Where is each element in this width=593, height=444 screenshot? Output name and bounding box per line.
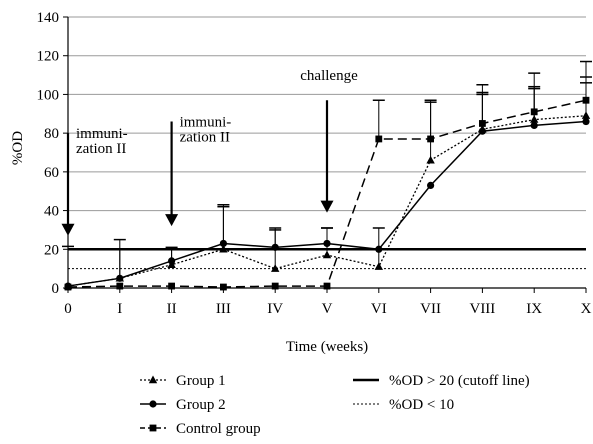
point-s0-5 xyxy=(322,250,332,259)
x-tick-label-1: I xyxy=(117,301,122,317)
legend-item-1: Group 2 xyxy=(140,397,226,413)
point-s2-8 xyxy=(479,120,486,127)
legend-item-2: Control group xyxy=(140,421,261,437)
legend-item-4: %OD < 10 xyxy=(353,397,454,413)
y-tick-label-140: 140 xyxy=(37,10,60,26)
legend-label-2: Control group xyxy=(176,421,261,437)
y-tick-label-120: 120 xyxy=(37,49,60,65)
error-bar-s2-10 xyxy=(580,60,592,101)
point-s2-10 xyxy=(582,96,590,104)
point-s1-3 xyxy=(219,239,227,248)
x-tick-label-6: VI xyxy=(371,301,387,317)
x-tick-label-8: VIII xyxy=(469,301,495,317)
error-bar-s2-7 xyxy=(424,99,437,139)
error-bar-s1-1 xyxy=(113,238,126,279)
x-axis-label: Time (weeks) xyxy=(286,339,368,355)
error-bar-s2-9 xyxy=(528,72,541,112)
point-s2-9 xyxy=(530,108,538,116)
point-s0-10 xyxy=(581,111,591,119)
point-s2-3 xyxy=(220,283,227,291)
point-s1-9 xyxy=(530,121,538,129)
x-tick-label-2: II xyxy=(167,301,177,317)
y-tick-label-40: 40 xyxy=(44,204,59,220)
point-s0-4 xyxy=(271,264,280,272)
point-s2-6 xyxy=(375,135,383,143)
legend-item-3: %OD > 20 (cutoff line) xyxy=(353,373,530,389)
annotation-text-0-0: immuni- xyxy=(76,126,128,142)
legend-marker-1 xyxy=(149,400,157,408)
x-tick-label-10: X xyxy=(581,301,592,317)
point-s1-5 xyxy=(323,239,331,248)
annotation-arrow-0 xyxy=(61,223,75,236)
x-tick-label-9: IX xyxy=(526,301,542,317)
legend-label-1: Group 2 xyxy=(176,397,226,413)
annotation-text-1-1: zation II xyxy=(180,130,230,146)
point-s1-6 xyxy=(375,245,383,253)
annotation-1: immuni-zation II xyxy=(165,115,231,227)
legend-label-4: %OD < 10 xyxy=(389,397,454,413)
legend-label-0: Group 1 xyxy=(176,373,226,389)
annotation-text-2-0: challenge xyxy=(300,68,358,84)
y-tick-label-100: 100 xyxy=(37,87,60,103)
point-s2-7 xyxy=(427,135,434,143)
error-bar-s2-8 xyxy=(476,84,489,124)
legend-item-0: Group 1 xyxy=(140,373,226,389)
point-s0-7 xyxy=(426,155,435,164)
error-bar-s2-6 xyxy=(372,99,385,139)
point-s1-2 xyxy=(168,257,176,265)
annotation-arrow-1 xyxy=(165,214,179,227)
annotation-2: challenge xyxy=(300,68,358,213)
x-tick-label-4: IV xyxy=(267,301,283,317)
annotation-arrow-2 xyxy=(320,200,334,213)
y-tick-label-20: 20 xyxy=(44,242,59,258)
legend-label-3: %OD > 20 (cutoff line) xyxy=(389,373,530,389)
legend-marker-0 xyxy=(148,375,158,384)
point-s1-7 xyxy=(427,181,435,190)
y-tick-label-0: 0 xyxy=(52,281,60,297)
legend-marker-2 xyxy=(149,424,157,432)
point-s1-1 xyxy=(116,274,124,282)
point-s2-5 xyxy=(323,282,331,290)
y-tick-label-80: 80 xyxy=(44,126,59,142)
point-s1-8 xyxy=(478,127,486,135)
x-tick-label-5: V xyxy=(322,301,333,317)
point-s1-4 xyxy=(271,243,279,251)
point-s0-6 xyxy=(374,262,383,270)
annotation-text-1-0: immuni- xyxy=(180,115,232,131)
point-s1-10 xyxy=(582,117,590,126)
x-tick-label-0: 0 xyxy=(64,301,72,317)
point-s0-3 xyxy=(219,244,228,253)
y-axis-label: %OD xyxy=(10,131,26,165)
point-s2-2 xyxy=(168,282,175,290)
annotation-0: immuni-zation II xyxy=(61,126,128,236)
point-s0-9 xyxy=(530,115,539,123)
point-s2-1 xyxy=(116,282,124,290)
x-tick-label-3: III xyxy=(216,301,231,317)
x-tick-label-7: VII xyxy=(420,301,441,317)
y-tick-label-60: 60 xyxy=(44,165,59,181)
legend: Group 1 Group 2 Control group %OD > 20 (cut… xyxy=(140,373,530,437)
point-s2-4 xyxy=(271,282,279,290)
error-bar-s1-3 xyxy=(217,204,230,244)
annotation-text-0-1: zation II xyxy=(76,141,126,157)
